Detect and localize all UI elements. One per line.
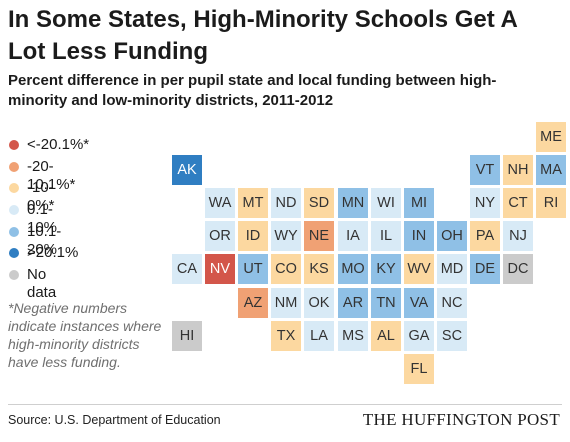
legend-swatch [9,140,19,150]
legend-swatch [9,226,19,237]
state-tile-id: ID [238,221,268,251]
legend-swatch [9,205,19,216]
state-tile-ga: GA [404,321,434,351]
state-tile-in: IN [404,221,434,251]
legend-label: -20-10.1%* [27,157,76,193]
legend-label: 0.1-10% [27,201,58,237]
chart-title: In Some States, High-Minority Schools Ge… [8,6,517,65]
state-tile-ak: AK [172,155,202,185]
state-tile-ct: CT [503,188,533,218]
state-tile-nm: NM [271,288,301,318]
state-tile-nd: ND [271,188,301,218]
state-tile-tn: TN [371,288,401,318]
legend-label: -10-0%* [27,179,55,215]
state-tile-tx: TX [271,321,301,351]
state-tile-mn: MN [338,188,368,218]
state-tile-wv: WV [404,254,434,284]
state-tile-ca: CA [172,254,202,284]
state-tile-al: AL [371,321,401,351]
state-tile-de: DE [470,254,500,284]
state-tile-nh: NH [503,155,533,185]
legend-swatch [9,183,19,194]
legend-label: <-20.1%* [27,136,90,153]
source-note: Source: U.S. Department of Education [8,413,221,427]
state-tile-fl: FL [404,354,434,384]
state-tile-wi: WI [371,188,401,218]
state-tile-pa: PA [470,221,500,251]
state-tile-ar: AR [338,288,368,318]
state-tile-dc: DC [503,254,533,284]
state-tile-sd: SD [304,188,334,218]
state-tile-mi: MI [404,188,434,218]
state-tile-ks: KS [304,254,334,284]
state-tile-me: ME [536,122,566,152]
state-tile-ma: MA [536,155,566,185]
state-tile-va: VA [404,288,434,318]
state-tile-la: LA [304,321,334,351]
state-tile-nc: NC [437,288,467,318]
state-tile-ms: MS [338,321,368,351]
state-tile-ri: RI [536,188,566,218]
state-tile-ky: KY [371,254,401,284]
state-tile-mo: MO [338,254,368,284]
footer-divider [8,404,562,405]
state-tile-ia: IA [338,221,368,251]
state-tile-oh: OH [437,221,467,251]
legend-swatch [9,270,19,281]
brand-logo: THE HUFFINGTON POST [362,410,560,429]
legend-label: >20.1% [27,244,79,262]
state-tile-ok: OK [304,288,334,318]
state-tile-az: AZ [238,288,268,318]
legend-label: No data [27,266,57,302]
legend-label: 10.1-20% [27,222,62,258]
state-tile-nj: NJ [503,221,533,251]
footnote: *Negative numbers indicate instances whe… [8,300,162,370]
state-tile-ny: NY [470,188,500,218]
chart-subtitle: Percent difference in per pupil state an… [8,72,497,109]
state-tile-sc: SC [437,321,467,351]
state-tile-hi: HI [172,321,202,351]
legend-swatch [9,248,19,259]
state-tile-ut: UT [238,254,268,284]
state-tile-md: MD [437,254,467,284]
state-tile-wa: WA [205,188,235,218]
legend-swatch [9,161,19,172]
state-tile-co: CO [271,254,301,284]
state-tile-nv: NV [205,254,235,284]
state-tile-il: IL [371,221,401,251]
state-tile-vt: VT [470,155,500,185]
state-tile-wy: WY [271,221,301,251]
state-tile-or: OR [205,221,235,251]
state-tile-mt: MT [238,188,268,218]
state-tile-ne: NE [304,221,334,251]
